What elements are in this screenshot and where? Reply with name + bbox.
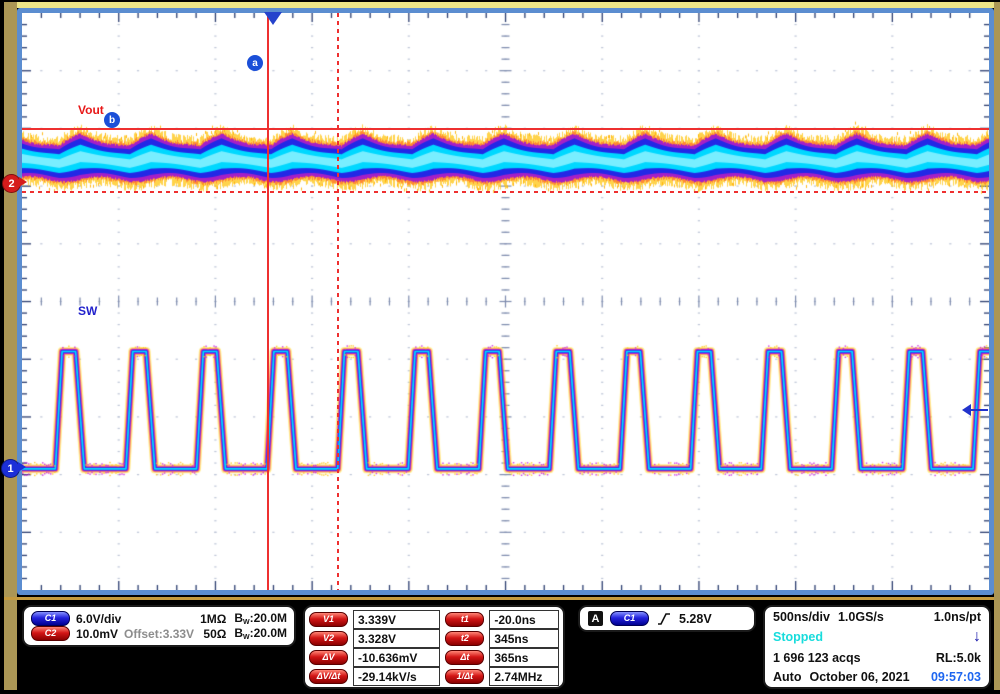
delta-t-value: 365ns — [489, 648, 559, 667]
cursor-readout-panel[interactable]: V1 3.339V t1 -20.0ns V2 3.328V t2 345ns … — [303, 605, 565, 689]
bezel-left — [4, 2, 17, 690]
trigger-mode: Auto — [773, 669, 802, 684]
acquisition-count: 1 696 123 acqs — [773, 650, 861, 665]
vout-trace-label: Vout — [78, 103, 104, 117]
delta-v-badge[interactable]: ΔV — [309, 650, 348, 665]
trigger-panel[interactable]: A C1 5.28V — [578, 605, 756, 632]
trigger-level-value: 5.28V — [679, 611, 712, 626]
channel-2-bandwidth: BW:20.0M — [234, 626, 287, 641]
channel-2-row: C2 10.0mV Offset:3.33V 50Ω BW:20.0M — [31, 626, 287, 641]
t2-badge[interactable]: t2 — [445, 631, 485, 646]
sample-rate-value: 1.0GS/s — [837, 610, 884, 624]
trigger-source-badge[interactable]: C1 — [610, 611, 649, 626]
trigger-system-badge[interactable]: A — [588, 611, 603, 626]
channel-2-impedance: 50Ω — [203, 626, 227, 641]
inv-delta-t-badge[interactable]: 1/Δt — [445, 669, 485, 684]
channel-1-bandwidth: BW:20.0M — [234, 611, 287, 626]
cursor-v1-horizontal-line[interactable] — [22, 128, 989, 130]
trigger-level-arrowtail — [969, 409, 988, 411]
channel-2-badge[interactable]: C2 — [31, 626, 70, 641]
channel-2-offset: Offset:3.33V — [124, 626, 195, 641]
cursor-a-handle[interactable]: a — [247, 55, 263, 71]
delta-t-badge[interactable]: Δt — [445, 650, 485, 665]
channel-1-badge[interactable]: C1 — [31, 611, 70, 626]
resolution-value: 1.0ns/pt — [933, 610, 981, 624]
timebase-value: 500ns/div — [773, 610, 830, 624]
channel-1-marker-arrow-icon — [18, 462, 26, 472]
down-arrow-icon[interactable]: ↓ — [973, 628, 981, 646]
channel-2-position-marker[interactable]: 2 — [2, 174, 21, 193]
v2-value: 3.328V — [353, 629, 441, 648]
channel-2-marker-arrow-icon — [19, 177, 27, 187]
delta-v-value: -10.636mV — [353, 648, 441, 667]
v1-value: 3.339V — [353, 610, 441, 629]
channel-2-scale: 10.0mV — [76, 626, 119, 641]
cursor-b-vertical-line[interactable] — [337, 13, 339, 590]
cursor-v2-horizontal-line[interactable] — [22, 191, 989, 193]
bezel-underline — [4, 597, 994, 600]
cursor-b-handle[interactable]: b — [104, 112, 120, 128]
time-text: 09:57:03 — [930, 669, 981, 684]
record-length: RL:5.0k — [935, 650, 981, 665]
dv-dt-badge[interactable]: ΔV/Δt — [309, 669, 348, 684]
t1-badge[interactable]: t1 — [445, 612, 485, 627]
horizontal-panel[interactable]: 500ns/div 1.0GS/s 1.0ns/pt Stopped ↓ 1 6… — [763, 605, 991, 689]
trigger-level-arrowhead — [962, 404, 971, 416]
waveform-canvas — [22, 13, 989, 590]
dv-dt-value: -29.14kV/s — [353, 667, 441, 686]
bezel-right — [994, 2, 1000, 690]
t1-value: -20.0ns — [489, 610, 559, 629]
trigger-level-arrow-icon[interactable] — [962, 403, 988, 417]
date-text: October 06, 2021 — [809, 669, 910, 684]
channel-1-impedance: 1MΩ — [200, 611, 227, 626]
bezel-top — [4, 2, 996, 8]
channel-settings-panel[interactable]: C1 6.0V/div 1MΩ BW:20.0M C2 10.0mV Offse… — [22, 605, 296, 647]
sw-trace-label: SW — [78, 304, 98, 318]
rising-edge-icon — [658, 612, 670, 625]
trigger-position-icon[interactable] — [264, 12, 282, 25]
channel-1-scale: 6.0V/div — [76, 611, 122, 626]
t2-value: 345ns — [489, 629, 559, 648]
cursor-a-vertical-line[interactable] — [267, 13, 269, 590]
channel-1-row: C1 6.0V/div 1MΩ BW:20.0M — [31, 611, 287, 626]
graticule-display[interactable]: Vout SW a b — [17, 8, 994, 595]
acquisition-status: Stopped — [773, 630, 823, 645]
v2-badge[interactable]: V2 — [309, 631, 348, 646]
v1-badge[interactable]: V1 — [309, 612, 348, 627]
inv-delta-t-value: 2.74MHz — [489, 667, 559, 686]
